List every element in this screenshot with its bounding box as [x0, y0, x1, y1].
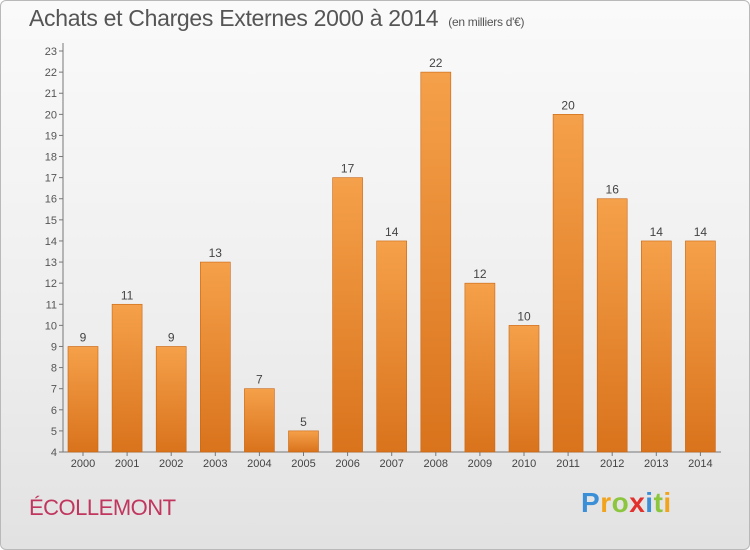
y-tick-label: 21: [45, 88, 57, 100]
bar-value-label: 16: [606, 183, 620, 197]
y-tick-label: 14: [45, 236, 57, 248]
bar: [596, 198, 628, 453]
y-tick-label: 11: [46, 299, 57, 311]
bar-value-label: 14: [650, 225, 664, 239]
commune-name: ÉCOLLEMONT: [29, 495, 176, 520]
x-tick-label: 2009: [468, 458, 492, 470]
y-tick-label: 19: [45, 130, 57, 142]
y-tick-label: 16: [45, 194, 57, 206]
chart-title-text: Achats et Charges Externes 2000 à 2014: [29, 5, 439, 31]
chart-title: Achats et Charges Externes 2000 à 2014 (e…: [29, 5, 524, 32]
logo-letter: i: [645, 487, 654, 518]
bar: [420, 71, 452, 453]
x-tick-label: 2014: [688, 458, 712, 470]
x-tick-label: 2012: [600, 458, 624, 470]
bar: [111, 303, 143, 453]
y-tick-label: 10: [45, 320, 57, 332]
x-tick-label: 2005: [291, 458, 315, 470]
bar: [288, 430, 319, 453]
bar-value-label: 10: [517, 309, 531, 323]
y-tick-label: 17: [45, 173, 57, 185]
x-tick-label: 2007: [379, 458, 403, 470]
x-tick-label: 2010: [512, 458, 536, 470]
bar-value-label: 17: [341, 162, 355, 176]
bar-value-label: 7: [256, 373, 263, 387]
bar-value-label: 20: [561, 98, 575, 112]
y-tick-label: 18: [45, 152, 57, 164]
y-tick-label: 15: [45, 215, 57, 227]
bar-value-label: 22: [429, 56, 443, 70]
y-tick-label: 13: [45, 257, 57, 269]
y-tick-label: 8: [51, 363, 57, 375]
chart-subtitle: (en milliers d'€): [448, 15, 525, 29]
bar-value-label: 9: [80, 330, 87, 344]
x-tick-label: 2013: [644, 458, 668, 470]
logo-letter: x: [629, 487, 646, 518]
bar-value-label: 14: [694, 225, 708, 239]
bar: [685, 240, 716, 453]
x-tick-label: 2004: [247, 458, 271, 470]
bar-value-label: 13: [209, 246, 223, 260]
y-tick-label: 20: [45, 109, 57, 121]
bar: [508, 325, 540, 453]
y-tick-label: 5: [51, 426, 57, 438]
bar: [332, 177, 363, 453]
bar: [552, 114, 584, 453]
bar: [200, 261, 231, 453]
bar: [155, 346, 187, 453]
bar: [464, 282, 496, 453]
x-tick-label: 2002: [159, 458, 183, 470]
bar: [640, 240, 672, 453]
bar-value-label: 9: [168, 330, 175, 344]
logo-letter: i: [663, 487, 672, 518]
y-tick-label: 23: [45, 46, 57, 58]
bar: [244, 388, 275, 453]
y-tick-label: 4: [51, 447, 57, 459]
bar-value-label: 11: [121, 288, 134, 302]
x-tick-label: 2006: [335, 458, 359, 470]
x-tick-label: 2001: [115, 458, 139, 470]
logo-letter: P: [581, 487, 601, 518]
y-tick-label: 12: [45, 278, 57, 290]
y-tick-label: 22: [45, 67, 57, 79]
bar-value-label: 14: [385, 225, 399, 239]
bar: [67, 346, 99, 453]
bar-value-label: 12: [473, 267, 487, 281]
x-tick-label: 2003: [203, 458, 227, 470]
logo-letter: r: [600, 487, 612, 518]
proxiti-logo: Proxiti: [581, 487, 672, 519]
bar: [376, 240, 408, 453]
logo-letter: t: [653, 487, 664, 518]
x-tick-label: 2000: [71, 458, 95, 470]
x-tick-label: 2008: [424, 458, 448, 470]
x-tick-label: 2011: [556, 458, 580, 470]
logo-letter: o: [611, 487, 630, 518]
bar-value-label: 5: [300, 415, 307, 429]
y-tick-label: 9: [51, 341, 57, 353]
y-tick-label: 6: [51, 405, 57, 417]
y-tick-label: 7: [51, 384, 57, 396]
